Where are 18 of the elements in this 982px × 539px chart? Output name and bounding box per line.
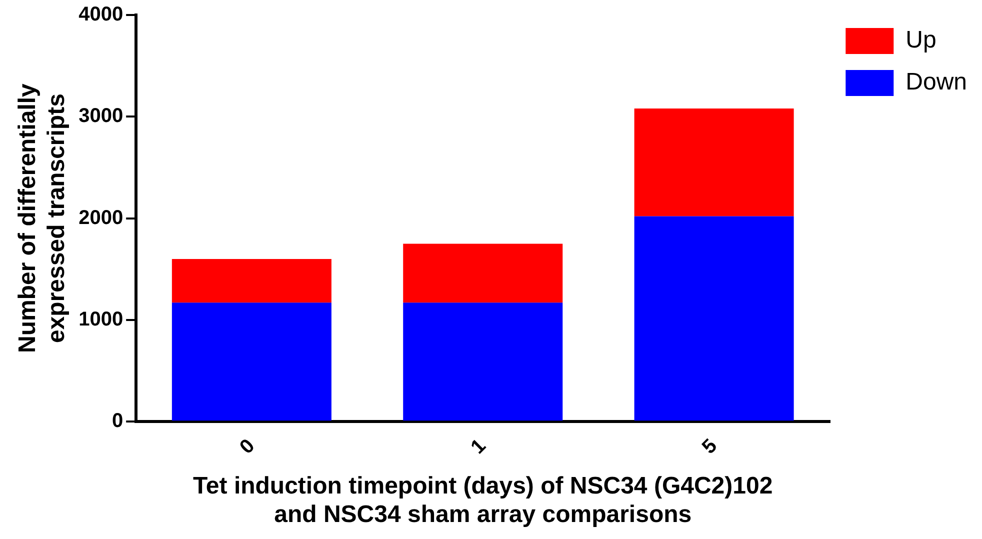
y-tick-label: 1000 bbox=[78, 308, 124, 330]
x-axis-title: Tet induction timepoint (days) of NSC34 (G4C2)102 and NSC34 sham array comparisons bbox=[193, 472, 773, 528]
y-tick-label: 0 bbox=[112, 410, 124, 432]
bar bbox=[403, 302, 563, 421]
bar bbox=[172, 258, 332, 303]
y-tick-label: 4000 bbox=[78, 4, 124, 26]
x-tick-label: 0 bbox=[236, 434, 260, 458]
y-axis-title: Number of differentially expressed transcripts bbox=[14, 82, 70, 353]
bar bbox=[172, 302, 332, 421]
x-tick-label: 1 bbox=[466, 434, 490, 458]
y-tick-label: 2000 bbox=[78, 206, 124, 229]
bar bbox=[634, 108, 794, 216]
y-tick-label: 3000 bbox=[78, 105, 124, 128]
x-tick-label: 5 bbox=[698, 434, 722, 458]
legend-label: Down bbox=[906, 68, 967, 96]
legend-label: Up bbox=[906, 26, 936, 54]
bar bbox=[634, 216, 794, 421]
bar bbox=[403, 244, 563, 303]
